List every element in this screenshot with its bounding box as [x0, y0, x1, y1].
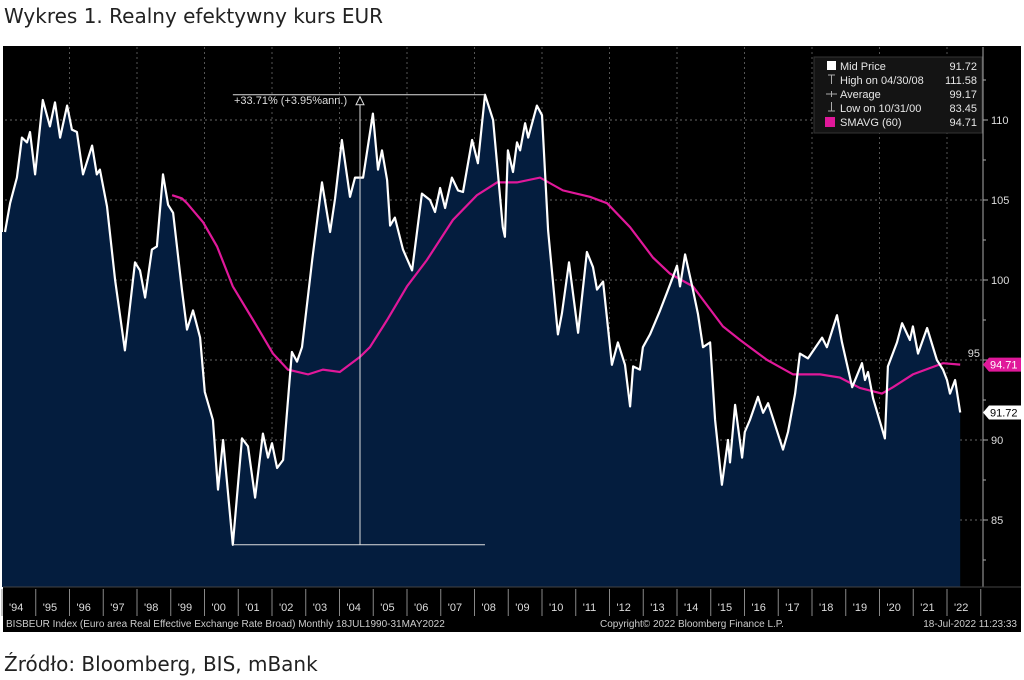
sma-last-value: 94.71 — [990, 360, 1018, 372]
y-tick-label: 110 — [991, 115, 1009, 127]
x-tick-label: '04 — [347, 602, 361, 614]
range-annotation: +33.71% (+3.95%ann.) — [232, 94, 485, 546]
x-tick-label: '15 — [718, 602, 732, 614]
source-note: Źródło: Bloomberg, BIS, mBank — [4, 652, 318, 676]
x-tick-label: '97 — [110, 602, 124, 614]
average-marker-icon — [826, 91, 837, 97]
x-tick-label: '21 — [920, 602, 934, 614]
legend-label-1: High on 04/30/08 — [840, 75, 924, 87]
legend-value-1: 111.58 — [945, 75, 977, 87]
white-square-icon — [827, 61, 836, 70]
footer-index-info: BISBEUR Index (Euro area Real Effective … — [6, 619, 445, 630]
price-last-value: 91.72 — [990, 407, 1018, 419]
x-tick-label: '17 — [785, 602, 799, 614]
legend-background — [813, 56, 983, 134]
y-tick-label: 95 — [968, 348, 980, 360]
low-marker-icon — [828, 102, 835, 112]
y-tick-label: 85 — [991, 515, 1003, 527]
smavg-line — [171, 176, 961, 395]
x-tick-label: '02 — [279, 602, 293, 614]
magenta-square-icon — [825, 117, 835, 127]
price-last-badge — [983, 405, 1021, 420]
x-tick-label: '22 — [954, 602, 968, 614]
legend-value-3: 83.45 — [949, 103, 977, 115]
x-tick-label: '99 — [178, 602, 192, 614]
price-area-fill — [2, 94, 961, 587]
x-tick-label: '16 — [752, 602, 766, 614]
x-tick-label: '96 — [77, 602, 91, 614]
high-marker-icon — [828, 74, 835, 84]
y-tick-label: 105 — [991, 195, 1009, 207]
legend-box: Mid Price 91.72 High on 04/30/08 111.58 … — [813, 56, 983, 134]
x-tick-label: '05 — [380, 602, 394, 614]
annotation-label: +33.71% (+3.95%ann.) — [234, 95, 347, 107]
legend-label-3: Low on 10/31/00 — [840, 103, 921, 115]
sma-last-badge — [983, 357, 1021, 372]
legend-label-2: Average — [840, 89, 881, 101]
x-tick-label: '14 — [684, 602, 698, 614]
x-tick-label: '07 — [448, 602, 462, 614]
last-value-badges: 94.71 91.72 — [983, 357, 1021, 420]
x-tick-label: '09 — [515, 602, 529, 614]
annotation-arrow-icon — [355, 95, 365, 106]
x-tick-label: '12 — [617, 602, 631, 614]
y-tick-label: 100 — [991, 275, 1009, 287]
x-tick-label: '00 — [212, 602, 226, 614]
footer-copyright: Copyright© 2022 Bloomberg Finance L.P. — [600, 619, 784, 630]
mid-price-line — [3, 93, 962, 546]
x-tick-label: '06 — [414, 602, 428, 614]
x-tick-label: '19 — [853, 602, 867, 614]
x-tick-label: '11 — [583, 602, 597, 614]
x-tick-label: '20 — [887, 602, 901, 614]
chart-title: Wykres 1. Realny efektywny kurs EUR — [4, 4, 384, 28]
x-axis: '94 '95 '96 '97 '98 '99 '00 '01 '02 '03 '04 '05 '06 '… — [1, 586, 1021, 616]
x-tick-label: '95 — [43, 602, 57, 614]
y-tick-label: 90 — [991, 435, 1003, 447]
x-tick-label: '03 — [313, 602, 327, 614]
x-tick-label: '13 — [650, 602, 664, 614]
x-tick-label: '08 — [482, 602, 496, 614]
y-axis: 85 90 95 100 105 110 — [968, 79, 1009, 561]
footer-timestamp: 18-Jul-2022 11:23:33 — [923, 619, 1017, 630]
legend-value-2: 99.17 — [949, 89, 977, 101]
legend-label-4: SMAVG (60) — [840, 117, 902, 129]
x-tick-label: '01 — [245, 602, 259, 614]
x-tick-label: '10 — [549, 602, 563, 614]
legend-label-0: Mid Price — [840, 61, 886, 73]
x-tick-label: '18 — [819, 602, 833, 614]
x-tick-label: '94 — [9, 602, 23, 614]
legend-value-4: 94.71 — [949, 117, 977, 129]
legend-value-0: 91.72 — [949, 61, 977, 73]
x-tick-label: '98 — [144, 602, 158, 614]
